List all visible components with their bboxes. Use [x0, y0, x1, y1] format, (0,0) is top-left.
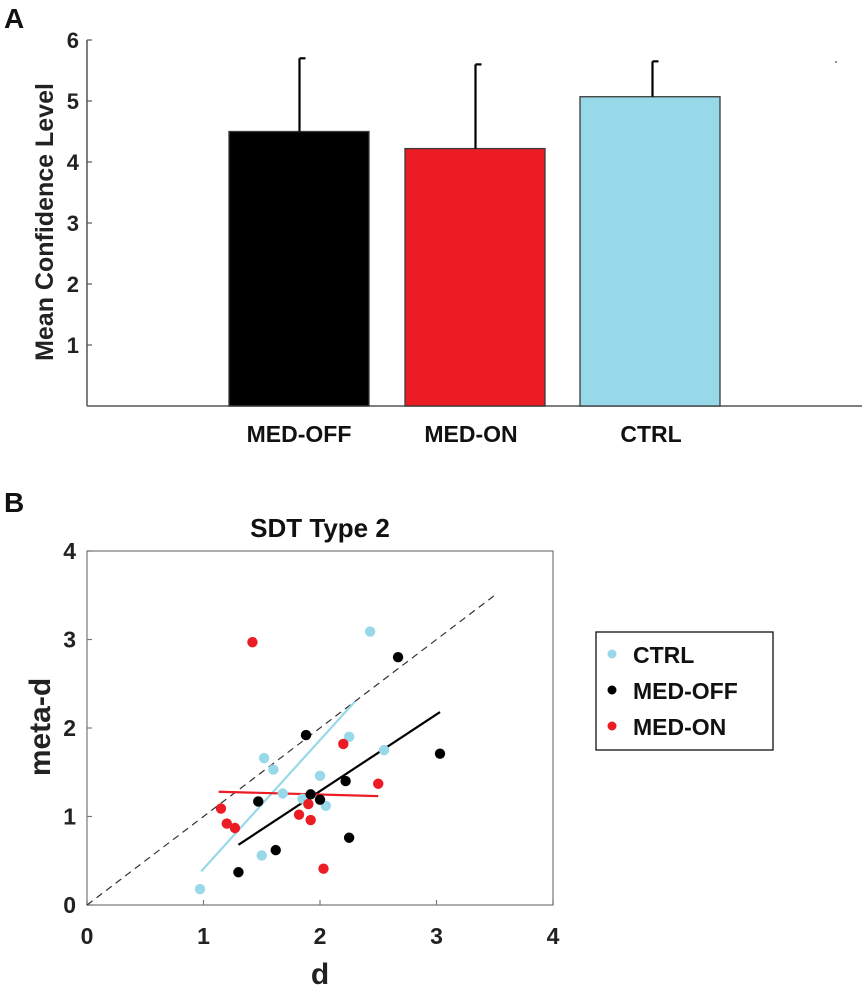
point-med-on [229, 822, 241, 834]
point-ctrl [194, 883, 206, 895]
stray-dot [835, 61, 837, 63]
point-ctrl [314, 770, 326, 781]
bar-med-on [404, 147, 546, 407]
point-ctrl [343, 731, 355, 743]
scatter-y-tick-label: 1 [63, 804, 76, 830]
scatter-chart-y-axis-title: meta-d [24, 678, 57, 776]
legend-marker-med-on [607, 721, 617, 731]
legend-marker-med-off [607, 685, 617, 695]
panel-a-label: A [4, 3, 24, 34]
point-ctrl [277, 788, 288, 799]
category-label-med-off: MED-OFF [247, 421, 352, 447]
point-ctrl [268, 764, 279, 775]
scatter-y-tick-label: 0 [63, 892, 76, 918]
scatter-chart: SDT Type 2 meta-d d 0 1 2 3 4 0 1 2 3 4 [24, 513, 560, 989]
point-med-on [318, 863, 329, 874]
scatter-x-tick-label: 0 [81, 923, 94, 949]
bar-med-off [228, 130, 370, 407]
point-med-off [343, 832, 355, 843]
scatter-chart-x-axis-title: d [311, 958, 329, 989]
point-med-off [233, 867, 244, 878]
legend-label-ctrl: CTRL [633, 642, 694, 668]
bar-chart: Mean Confidence Level 1 2 3 4 5 6 MED-OFF MED-… [31, 28, 862, 447]
scatter-y-tick-label: 3 [63, 627, 76, 653]
point-med-off [434, 748, 446, 759]
point-ctrl [256, 850, 267, 861]
bar-chart-y-axis-title: Mean Confidence Level [31, 83, 59, 361]
scatter-x-tick-label: 1 [197, 923, 210, 949]
point-med-off [314, 794, 326, 805]
point-med-on [293, 809, 305, 820]
scatter-x-tick-label: 3 [430, 923, 443, 949]
point-med-on [221, 818, 232, 829]
fit-line-med-off [237, 711, 441, 846]
fit-line-ctrl [200, 700, 356, 873]
bar-chart-y-tick-label: 1 [67, 333, 79, 358]
point-med-on [305, 814, 316, 826]
legend-label-med-on: MED-ON [633, 714, 726, 740]
point-med-off [340, 775, 351, 787]
point-med-on [247, 636, 258, 648]
panel-b-label: B [4, 487, 24, 518]
category-label-med-on: MED-ON [424, 421, 517, 447]
legend-marker-ctrl [607, 649, 617, 659]
bar-chart-y-tick-label: 3 [67, 211, 79, 236]
point-med-off [253, 796, 264, 807]
point-med-off [392, 652, 404, 663]
point-med-on [215, 803, 227, 814]
scatter-chart-title: SDT Type 2 [250, 513, 390, 543]
scatter-x-tick-label: 2 [314, 923, 327, 949]
point-med-on [303, 798, 314, 810]
point-med-on [338, 738, 349, 750]
point-ctrl [378, 744, 390, 756]
bar-ctrl [579, 96, 721, 407]
point-ctrl [258, 752, 270, 764]
legend-box [595, 631, 774, 751]
legend: CTRL MED-OFF MED-ON [595, 631, 774, 751]
bar-chart-y-tick-label: 5 [67, 89, 79, 114]
point-ctrl [364, 626, 376, 637]
point-med-off [270, 844, 281, 856]
bar-chart-y-tick-label: 6 [67, 28, 79, 53]
scatter-y-tick-label: 2 [63, 715, 76, 741]
category-label-ctrl: CTRL [620, 421, 681, 447]
legend-label-med-off: MED-OFF [633, 678, 738, 704]
scatter-y-tick-label: 4 [63, 538, 76, 564]
identity-line [86, 594, 496, 906]
scatter-x-tick-label: 4 [547, 923, 560, 949]
point-med-on [373, 778, 384, 789]
point-med-off [305, 789, 316, 800]
point-med-off [300, 729, 312, 741]
bar-chart-y-tick-label: 4 [67, 150, 80, 175]
fit-line-med-on [218, 790, 379, 798]
bar-chart-y-tick-label: 2 [67, 272, 79, 297]
